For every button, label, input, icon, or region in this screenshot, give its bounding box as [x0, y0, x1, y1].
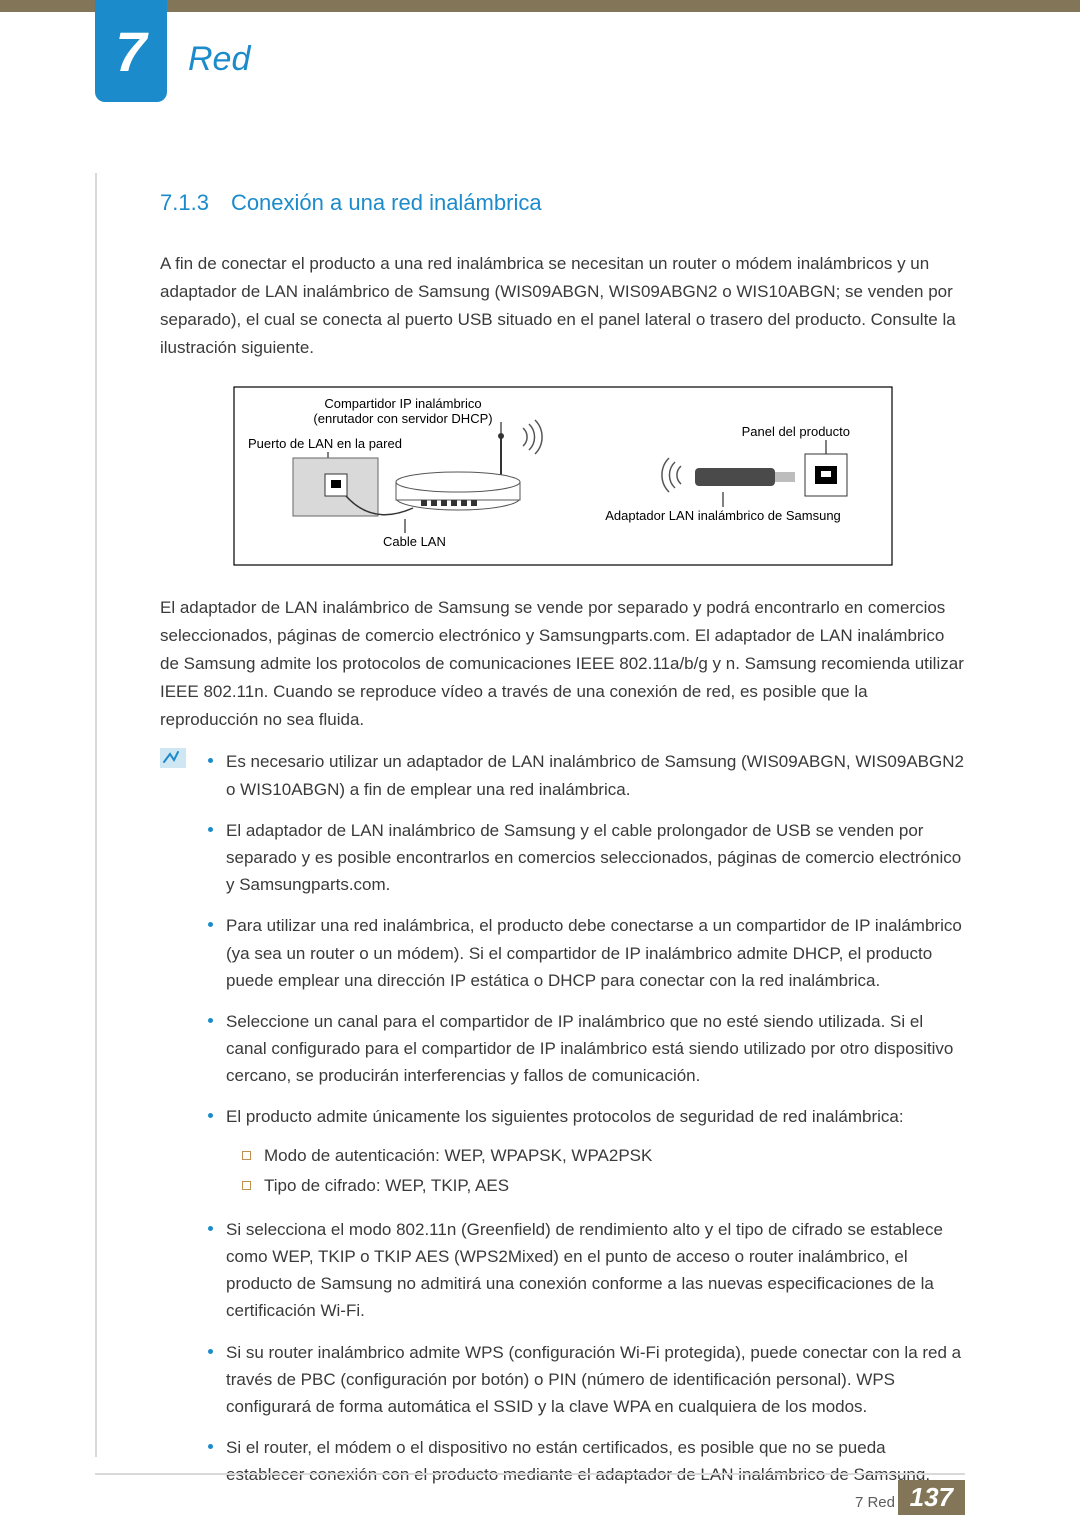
bullet-item: Para utilizar una red inalámbrica, el pr…: [204, 912, 965, 994]
wireless-diagram: Compartidor IP inalámbrico (enrutador co…: [233, 386, 893, 566]
router-icon: [396, 433, 520, 510]
left-rule: [95, 173, 97, 1457]
footer-label: 7 Red: [855, 1494, 895, 1511]
bullet-item: Es necesario utilizar un adaptador de LA…: [204, 748, 965, 802]
bullet-item: Si su router inalámbrico admite WPS (con…: [204, 1339, 965, 1421]
bullet-item: Seleccione un canal para el compartidor …: [204, 1008, 965, 1090]
product-panel-icon: [805, 454, 847, 496]
bullet-text: El producto admite únicamente los siguie…: [226, 1107, 904, 1126]
page: 7 Red 7.1.3 Conexión a una red inalámbri…: [0, 0, 1080, 1527]
bullet-text: Para utilizar una red inalámbrica, el pr…: [226, 916, 962, 989]
adapter-icon: [695, 468, 795, 486]
wifi-waves-router: [523, 420, 542, 454]
section-heading: 7.1.3 Conexión a una red inalámbrica: [160, 190, 965, 216]
bullet-item: El adaptador de LAN inalámbrico de Samsu…: [204, 817, 965, 899]
page-number: 137: [898, 1480, 965, 1515]
paragraph-intro: A fin de conectar el producto a una red …: [160, 250, 965, 362]
wifi-waves-adapter: [661, 458, 680, 492]
content-area: 7.1.3 Conexión a una red inalámbrica A f…: [160, 190, 965, 1503]
label-sharer-sub: (enrutador con servidor DHCP): [313, 411, 492, 426]
label-panel: Panel del producto: [741, 424, 849, 439]
label-wall-port: Puerto de LAN en la pared: [248, 436, 402, 451]
note-bullet-list: Es necesario utilizar un adaptador de LA…: [204, 748, 965, 1502]
sub-bullet-list: Modo de autenticación: WEP, WPAPSK, WPA2…: [226, 1141, 965, 1202]
chapter-tab: 7: [95, 0, 167, 102]
wall-port-icon: [293, 458, 378, 516]
bullet-text: Seleccione un canal para el compartidor …: [226, 1012, 953, 1085]
footer-rule: [95, 1473, 965, 1475]
bullet-item: El producto admite únicamente los siguie…: [204, 1103, 965, 1201]
chapter-title: Red: [188, 40, 250, 79]
bullet-text: El adaptador de LAN inalámbrico de Samsu…: [226, 821, 961, 894]
section-title: Conexión a una red inalámbrica: [231, 190, 542, 216]
sub-bullet-item: Tipo de cifrado: WEP, TKIP, AES: [226, 1171, 965, 1202]
note-icon: [160, 748, 186, 1502]
bullet-text: Si su router inalámbrico admite WPS (con…: [226, 1343, 961, 1416]
bullet-text: Es necesario utilizar un adaptador de LA…: [226, 752, 964, 798]
note-block: Es necesario utilizar un adaptador de LA…: [160, 748, 965, 1502]
sub-bullet-item: Modo de autenticación: WEP, WPAPSK, WPA2…: [226, 1141, 965, 1172]
label-cable-lan: Cable LAN: [383, 534, 446, 549]
section-number: 7.1.3: [160, 190, 209, 216]
chapter-number: 7: [115, 19, 146, 84]
paragraph-after-figure: El adaptador de LAN inalámbrico de Samsu…: [160, 594, 965, 734]
label-adapter: Adaptador LAN inalámbrico de Samsung: [605, 508, 841, 523]
wireless-diagram-svg: Compartidor IP inalámbrico (enrutador co…: [233, 386, 893, 566]
footer: 7 Red 137: [0, 1475, 1080, 1527]
bullet-item: Si selecciona el modo 802.11n (Greenfiel…: [204, 1216, 965, 1325]
label-sharer: Compartidor IP inalámbrico: [324, 396, 481, 411]
bullet-text: Si selecciona el modo 802.11n (Greenfiel…: [226, 1220, 943, 1321]
